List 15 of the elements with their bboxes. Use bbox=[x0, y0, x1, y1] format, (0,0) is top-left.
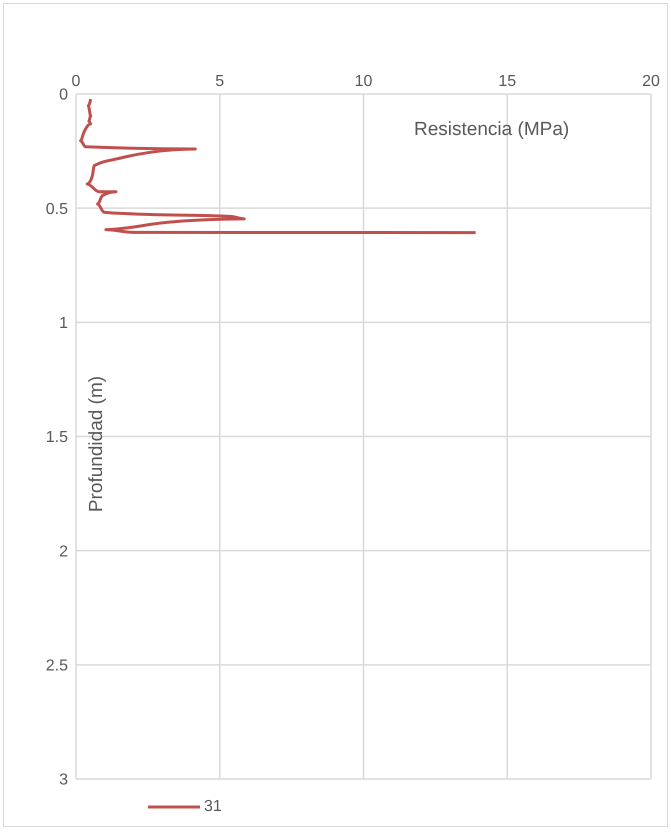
x-tick-label: 5 bbox=[215, 73, 224, 90]
x-axis-title: Resistencia (MPa) bbox=[414, 119, 570, 141]
y-tick-label: 0 bbox=[59, 86, 68, 104]
y-tick-label: 2 bbox=[59, 543, 68, 560]
x-tick-label: 10 bbox=[354, 73, 372, 90]
y-tick-label: 2.5 bbox=[46, 658, 68, 675]
y-tick-label: 3 bbox=[59, 772, 68, 789]
x-tick-label: 15 bbox=[498, 73, 516, 90]
y-tick-label: 1 bbox=[59, 315, 68, 332]
y-axis-title: Profundidad (m) bbox=[86, 376, 108, 512]
x-tick-label: 20 bbox=[642, 73, 660, 90]
y-tick-label: 1.5 bbox=[46, 429, 68, 446]
x-tick-label: 0 bbox=[72, 73, 81, 90]
y-tick-label: 0.5 bbox=[46, 200, 68, 218]
legend-label: 31 bbox=[204, 798, 222, 816]
